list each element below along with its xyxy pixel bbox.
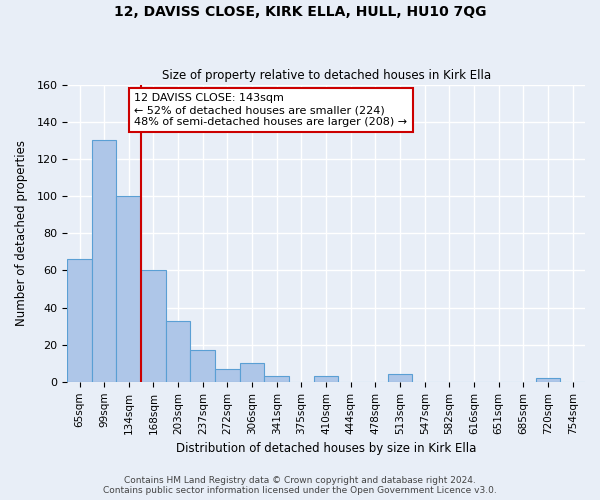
- Bar: [116, 196, 141, 382]
- Y-axis label: Number of detached properties: Number of detached properties: [15, 140, 28, 326]
- Bar: [166, 320, 190, 382]
- Title: Size of property relative to detached houses in Kirk Ella: Size of property relative to detached ho…: [161, 69, 491, 82]
- Bar: [92, 140, 116, 382]
- Text: 12 DAVISS CLOSE: 143sqm
← 52% of detached houses are smaller (224)
48% of semi-d: 12 DAVISS CLOSE: 143sqm ← 52% of detache…: [134, 94, 407, 126]
- Bar: [536, 378, 560, 382]
- X-axis label: Distribution of detached houses by size in Kirk Ella: Distribution of detached houses by size …: [176, 442, 476, 455]
- Bar: [215, 369, 240, 382]
- Bar: [141, 270, 166, 382]
- Bar: [388, 374, 412, 382]
- Bar: [314, 376, 338, 382]
- Bar: [190, 350, 215, 382]
- Bar: [240, 363, 265, 382]
- Bar: [67, 259, 92, 382]
- Text: Contains HM Land Registry data © Crown copyright and database right 2024.
Contai: Contains HM Land Registry data © Crown c…: [103, 476, 497, 495]
- Text: 12, DAVISS CLOSE, KIRK ELLA, HULL, HU10 7QG: 12, DAVISS CLOSE, KIRK ELLA, HULL, HU10 …: [114, 5, 486, 19]
- Bar: [265, 376, 289, 382]
